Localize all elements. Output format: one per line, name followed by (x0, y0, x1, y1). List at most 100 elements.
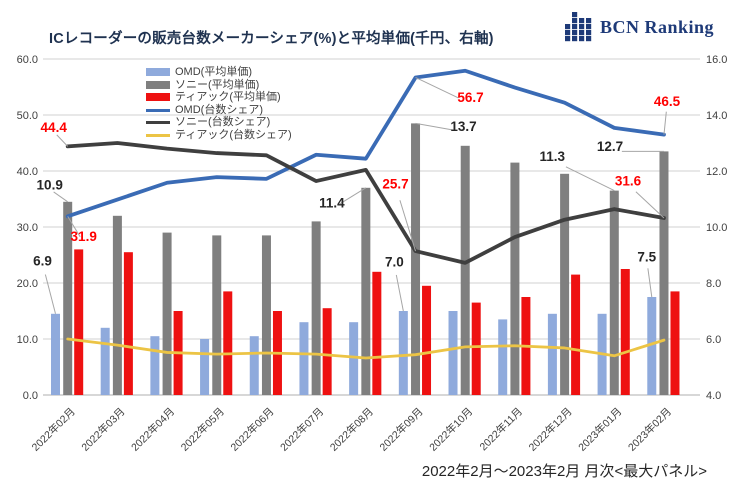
bar-teac_price-8 (471, 302, 481, 395)
logo-square (578, 36, 585, 42)
bar-sony_price-0 (63, 201, 73, 395)
bar-omd_price-8 (448, 311, 458, 395)
y-left-tick-label: 40.0 (17, 166, 38, 178)
logo-square (571, 36, 578, 42)
bar-teac_price-12 (670, 291, 680, 395)
logo-square (578, 30, 585, 36)
x-tick-label: 2022年08月 (327, 405, 376, 454)
annotation-leader (663, 111, 667, 135)
bar-teac_price-5 (322, 308, 332, 395)
logo-square (578, 24, 585, 30)
bar-sony_price-11 (609, 190, 619, 395)
logo-square (564, 30, 571, 36)
bar-sony_price-5 (311, 221, 321, 395)
bar-omd_price-7 (398, 311, 408, 395)
bar-sony_price-4 (261, 235, 271, 395)
legend-swatch-omd_price (146, 68, 170, 77)
bar-omd_price-5 (299, 322, 309, 395)
x-tick-label: 2022年06月 (228, 405, 277, 454)
chart-title: ICレコーダーの販売台数メーカーシェア(%)と平均単価(千円、右軸) (49, 31, 494, 47)
annotation-sony_price-11: 11.3 (540, 149, 566, 164)
chart-footnote: 2022年2月〜2023年2月 月次<最大パネル> (421, 463, 707, 480)
legend-label-teac_price: ティアック(平均単価) (175, 91, 281, 104)
logo-square (585, 24, 592, 30)
annotation-sony_price-7: 13.7 (450, 119, 476, 134)
bar-sony_price-1 (112, 215, 122, 395)
logo-square (564, 36, 571, 42)
legend-item-sony_share: ソニー(台数シェア) (146, 116, 292, 129)
x-tick-label: 2022年02月 (29, 405, 78, 454)
logo-square (571, 24, 578, 30)
bar-teac_price-3 (223, 291, 233, 395)
bcn-logo-icon (564, 12, 592, 42)
logo-square (585, 36, 592, 42)
bar-omd_price-9 (498, 319, 508, 395)
annotations: 6.9 10.9 31.9 44.4 11.4 25.7 7.0 13.7 56.7 11.3 12… (33, 77, 681, 314)
bar-teac_price-1 (123, 252, 133, 395)
legend-item-omd_share: OMD(台数シェア) (146, 104, 292, 117)
bar-omd_price-2 (150, 336, 160, 395)
annotation-leader (339, 187, 367, 205)
bar-omd_price-3 (200, 339, 210, 395)
x-tick-label: 2022年09月 (377, 405, 426, 454)
bar-omd_price-6 (349, 322, 359, 395)
annotation-sony_share-0: 44.4 (41, 120, 68, 135)
y-left-tick-label: 10.0 (17, 334, 38, 346)
logo-square (585, 30, 592, 36)
annotation-sony_price-0: 10.9 (37, 177, 63, 192)
legend-swatch-teac_price (146, 93, 170, 102)
bar-teac_price-0 (74, 249, 84, 395)
chart-legend: OMD(平均単価) ソニー(平均単価) ティアック(平均単価) OMD(台数シェア) ソ… (146, 66, 292, 142)
annotation-sony_share-12: 31.6 (615, 174, 642, 189)
bar-sony_price-3 (212, 235, 222, 395)
legend-swatch-sony_price (146, 80, 170, 89)
x-axis-tick-labels: 2022年02月 2022年03月 2022年04月 2022年05月 2022年06月… (29, 405, 674, 454)
legend-item-omd_price: OMD(平均単価) (146, 66, 292, 79)
y-right-tick-label: 14.0 (706, 110, 727, 122)
y-left-tick-label: 0.0 (23, 390, 38, 402)
annotation-omd_share-0: 31.9 (71, 229, 97, 244)
y-left-tick-label: 30.0 (17, 222, 38, 234)
y-right-tick-label: 4.0 (706, 390, 721, 402)
legend-swatch-sony_share (146, 121, 170, 125)
legend-item-sony_price: ソニー(平均単価) (146, 79, 292, 92)
y-right-tick-label: 12.0 (706, 166, 727, 178)
annotation-omd_share-7: 56.7 (457, 90, 483, 105)
annotation-leader (415, 77, 459, 99)
x-tick-label: 2022年04月 (128, 405, 177, 454)
line-series-teac_share (66, 337, 666, 360)
legend-swatch-omd_share (146, 108, 170, 112)
legend-label-teac_share: ティアック(台数シェア) (175, 128, 292, 141)
annotation-leader (399, 200, 417, 252)
annotation-omd_price-12: 7.5 (637, 250, 656, 265)
annotation-leader (395, 274, 404, 312)
logo-square (571, 30, 578, 36)
bar-omd_price-4 (249, 336, 259, 395)
annotation-leader (44, 274, 56, 314)
x-tick-label: 2022年10月 (427, 405, 476, 454)
x-tick-label: 2022年03月 (79, 405, 128, 454)
annotation-leader (565, 166, 615, 192)
x-tick-label: 2022年12月 (526, 405, 575, 454)
annotation-sony_price-12: 12.7 (597, 139, 623, 154)
annotation-leader (67, 216, 81, 238)
bar-teac_price-6 (372, 271, 382, 395)
brand-name: BCN Ranking (599, 16, 714, 37)
legend-item-teac_share: ティアック(台数シェア) (146, 129, 292, 142)
annotation-omd_price-7: 7.0 (385, 255, 404, 270)
annotation-leader (635, 191, 665, 219)
logo-square (578, 18, 585, 24)
x-tick-label: 2022年11月 (477, 405, 525, 453)
annotation-leader (53, 191, 68, 203)
bar-omd_price-0 (51, 313, 60, 395)
bar-sony_price-6 (361, 187, 371, 395)
y-right-tick-label: 10.0 (706, 222, 727, 234)
logo-square (571, 18, 578, 24)
bar-sony_price-8 (460, 145, 470, 395)
logo-square (571, 12, 578, 18)
y-axis-right-ticks: 4.0 6.0 8.0 10.0 12.0 14.0 16.0 (706, 54, 727, 402)
bar-sony_price-12 (659, 151, 669, 395)
line-series-sony_share (65, 141, 666, 265)
x-tick-label: 2022年07月 (277, 405, 326, 454)
